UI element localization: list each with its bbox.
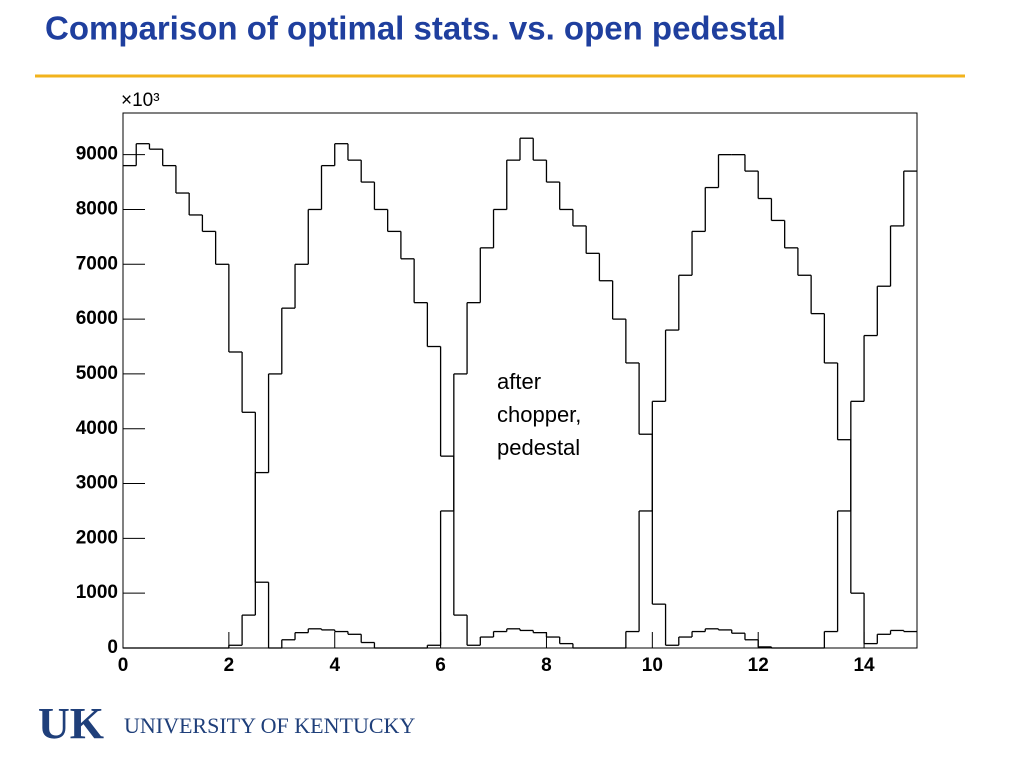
x-tick-label: 2 [224,655,235,676]
y-tick-label: 2000 [76,527,118,548]
annotation: pedestal [497,435,580,460]
x-tick-label: 4 [329,655,340,676]
x-tick-label: 0 [118,655,129,676]
logo: UK [38,699,104,748]
y-multiplier: ×10³ [121,90,160,111]
x-tick-label: 10 [642,655,663,676]
x-tick-label: 14 [853,655,875,676]
plot-frame [122,112,918,649]
y-tick-label: 1000 [76,582,118,603]
y-tick-label: 8000 [76,198,118,219]
institution-name: UNIVERSITY OF KENTUCKY [124,713,415,738]
histogram-step [135,138,905,648]
slide-title: Comparison of optimal stats. vs. open pe… [45,10,786,47]
y-tick-label: 9000 [76,144,118,165]
y-tick-label: 7000 [76,253,118,274]
y-tick-label: 0 [107,637,118,658]
y-tick-label: 3000 [76,473,118,494]
annotation: chopper, [497,402,581,427]
annotation: after [497,369,541,394]
y-tick-label: 5000 [76,363,118,384]
y-tick-label: 6000 [76,308,118,329]
x-tick-label: 6 [435,655,446,676]
x-tick-label: 8 [541,655,552,676]
x-tick-label: 12 [748,655,769,676]
y-tick-label: 4000 [76,418,118,439]
histogram-step [228,143,905,648]
